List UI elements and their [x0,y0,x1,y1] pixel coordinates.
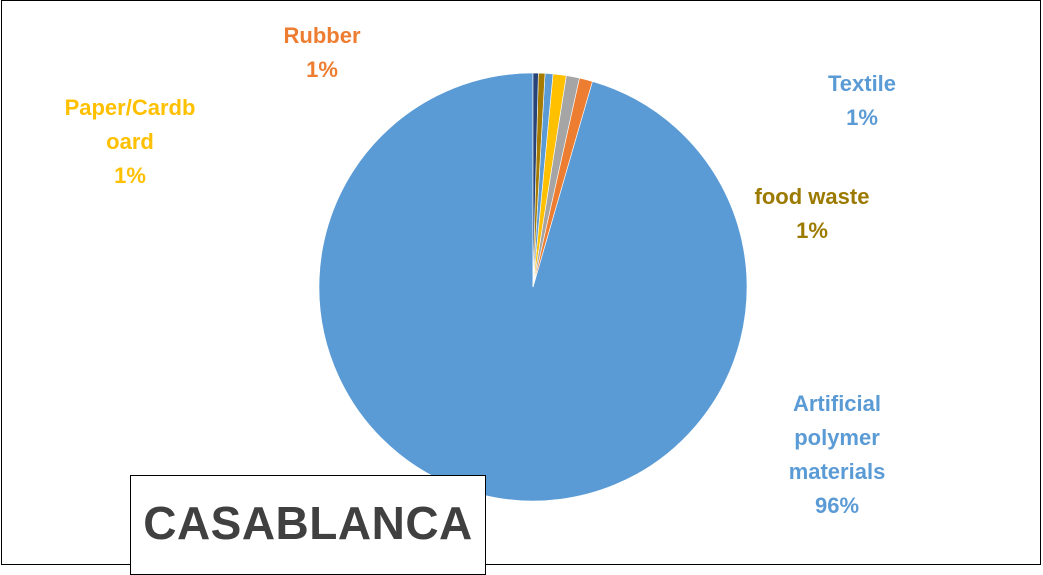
label-artificial-polymer-value: 96% [814,493,860,518]
label-rubber: Rubber 1% [252,19,392,87]
label-rubber-value: 1% [306,57,338,82]
pie-chart [318,72,748,502]
label-artificial-polymer: Artificial polymer materials 96% [757,387,917,523]
pie-slice-6 [532,72,539,288]
label-paper-line1: Paper/Cardb [64,95,196,120]
pie-slice-0 [318,72,748,502]
city-annotation-box: CASABLANCA [130,475,486,575]
label-paper-value: 1% [114,163,146,188]
city-name: CASABLANCA [143,497,473,549]
label-food-waste-name: food waste [754,184,870,209]
label-artificial-polymer-line2: polymer [794,425,880,450]
label-paper-line2: oard [106,129,154,154]
label-artificial-polymer-line1: Artificial [792,391,882,416]
label-rubber-name: Rubber [283,23,361,48]
label-food-waste-value: 1% [796,218,828,243]
label-paper-cardboard: Paper/Cardb oard 1% [30,91,230,193]
label-textile-name: Textile [827,71,897,96]
label-textile-value: 1% [846,105,878,130]
label-textile: Textile 1% [792,67,932,135]
label-artificial-polymer-line3: materials [788,459,886,484]
label-food-waste: food waste 1% [722,180,902,248]
